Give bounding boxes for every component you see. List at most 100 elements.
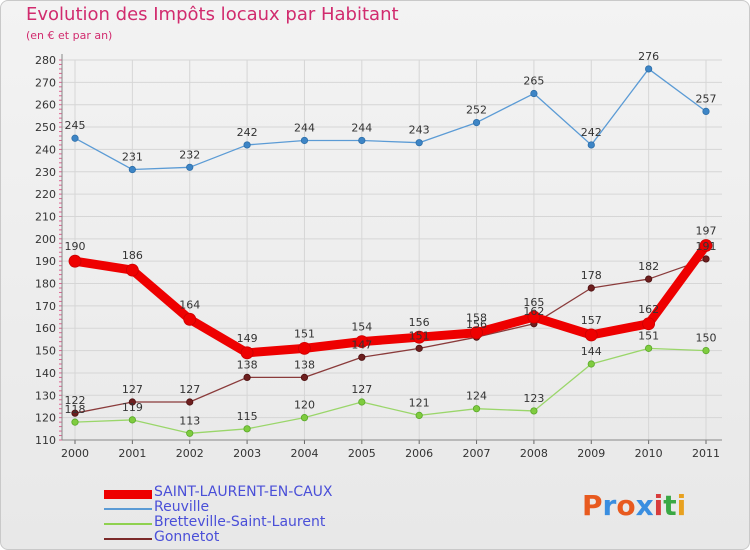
- data-point: [645, 275, 653, 283]
- data-point: [472, 405, 481, 413]
- data-label: 138: [294, 358, 315, 371]
- data-label: 242: [581, 126, 602, 139]
- y-tick-label: 180: [35, 278, 56, 291]
- data-label: 120: [294, 399, 315, 412]
- data-point: [587, 284, 595, 292]
- y-axis: 110 120 130 140 150 160 170 180 190 200 210 220 230 2…: [35, 54, 63, 447]
- data-point: [530, 407, 538, 415]
- data-point: [645, 65, 653, 73]
- data-point: [527, 310, 541, 324]
- series-line-saint-laurent-en-caux: [70, 241, 711, 358]
- data-label: 151: [638, 329, 659, 342]
- data-label: 197: [696, 225, 717, 238]
- x-tick-label: 2011: [692, 447, 720, 460]
- data-point: [587, 141, 595, 149]
- data-point: [699, 239, 713, 252]
- y-tick-label: 260: [35, 99, 56, 112]
- data-label: 162: [523, 305, 544, 318]
- logo-letter: r: [602, 489, 617, 522]
- series-lines: [68, 65, 713, 437]
- data-point: [358, 353, 366, 361]
- data-point: [128, 398, 136, 406]
- proxiti-logo: Proxiti: [582, 489, 686, 522]
- data-label: 191: [696, 240, 717, 253]
- data-point: [300, 136, 309, 145]
- data-label: 165: [523, 296, 544, 309]
- data-point: [472, 118, 481, 127]
- data-point: [183, 312, 197, 326]
- x-tick-label: 2000: [61, 447, 89, 460]
- data-label: 245: [65, 119, 86, 132]
- data-point: [358, 136, 366, 145]
- data-label: 121: [409, 396, 430, 409]
- chart-title: Evolution des Impôts locaux par Habitant: [26, 4, 399, 25]
- data-label: 243: [409, 124, 430, 137]
- x-tick-label: 2007: [463, 447, 491, 460]
- data-point: [186, 163, 194, 171]
- data-label: 118: [65, 403, 86, 416]
- data-label: 150: [696, 332, 717, 345]
- y-tick-label: 120: [35, 412, 56, 425]
- data-point: [645, 344, 653, 352]
- y-tick-label: 230: [35, 166, 56, 179]
- data-label: 231: [122, 151, 143, 164]
- data-label: 178: [581, 269, 602, 282]
- data-label: 244: [294, 121, 315, 134]
- data-point: [702, 346, 710, 355]
- data-point: [186, 398, 194, 406]
- grid-lines: [62, 59, 722, 441]
- legend-swatch: [104, 538, 152, 540]
- data-label: 186: [122, 249, 143, 262]
- data-point: [298, 341, 311, 355]
- data-label: 144: [581, 345, 602, 358]
- data-point: [68, 254, 82, 268]
- legend-label: Bretteville-Saint-Laurent: [154, 514, 326, 530]
- data-label: 244: [351, 121, 372, 134]
- data-point: [642, 317, 656, 331]
- data-label: 127: [122, 383, 143, 396]
- x-axis: 2000 2001 2002 2003 2004 2005 2006 2007 2008 2009…: [61, 439, 722, 460]
- data-label: 182: [638, 260, 659, 273]
- data-label: 164: [179, 298, 200, 311]
- logo-letter: x: [635, 489, 654, 522]
- data-point: [587, 360, 595, 368]
- data-point: [702, 255, 710, 263]
- data-point: [128, 416, 136, 424]
- data-label: 123: [523, 392, 544, 405]
- data-label: 157: [581, 314, 602, 327]
- data-label: 276: [638, 50, 659, 63]
- data-point: [240, 346, 254, 360]
- logo-letter: P: [582, 489, 603, 522]
- data-point: [186, 429, 194, 437]
- x-tick-label: 2004: [290, 447, 318, 460]
- y-tick-label: 190: [35, 255, 56, 268]
- data-point: [300, 414, 309, 422]
- data-point: [415, 411, 423, 420]
- y-tick-label: 130: [35, 389, 56, 402]
- x-tick-label: 2010: [635, 447, 663, 460]
- data-label: 265: [523, 75, 544, 88]
- data-point: [243, 373, 251, 382]
- data-label: 119: [122, 401, 143, 414]
- data-label: 156: [409, 316, 430, 329]
- data-label: 115: [237, 410, 258, 423]
- logo-letter: o: [616, 489, 636, 522]
- data-label: 252: [466, 104, 487, 117]
- data-label: 124: [466, 390, 487, 403]
- data-point: [355, 335, 369, 349]
- data-label: 127: [351, 383, 372, 396]
- y-tick-label: 160: [35, 322, 56, 335]
- y-tick-label: 200: [35, 233, 56, 246]
- data-point: [358, 398, 366, 406]
- line-chart: 110 120 130 140 150 160 170 180 190 200 210 220 230 2…: [35, 50, 722, 460]
- data-label: 154: [351, 321, 372, 334]
- data-point: [71, 418, 79, 426]
- data-point: [415, 139, 423, 147]
- data-point: [243, 141, 251, 149]
- x-tick-label: 2002: [176, 447, 204, 460]
- data-label: 151: [409, 329, 430, 342]
- x-tick-label: 2005: [348, 447, 376, 460]
- data-label: 151: [294, 327, 315, 340]
- data-label: 162: [638, 303, 659, 316]
